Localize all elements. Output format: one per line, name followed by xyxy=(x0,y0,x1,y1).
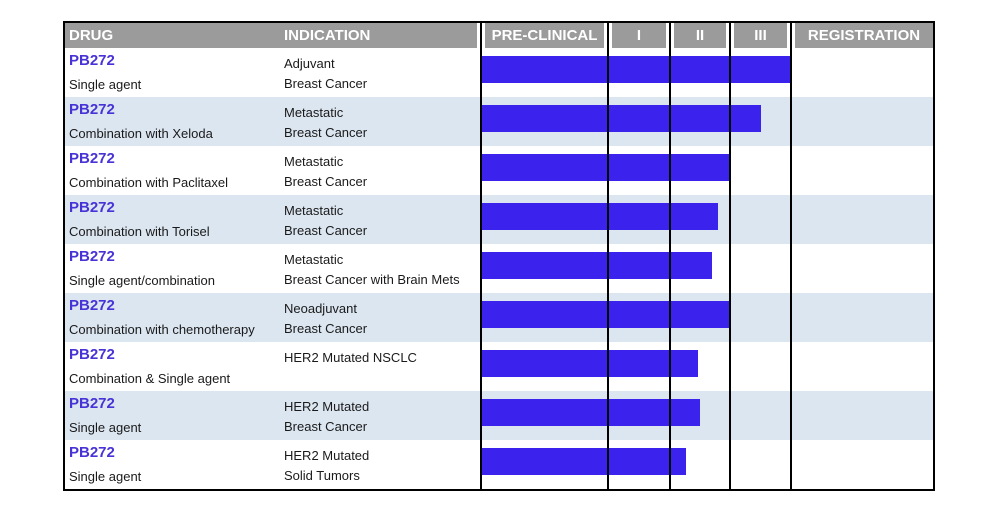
drug-name: PB272 xyxy=(69,346,115,363)
indication-line-2: Breast Cancer xyxy=(284,174,368,189)
drug-cell: PB272 Combination with Torisel xyxy=(69,195,279,244)
pipeline-row-her2-nsclc: PB272 Combination & Single agent HER2 Mu… xyxy=(65,342,933,391)
drug-regimen-label: Combination with chemotherapy xyxy=(69,322,255,337)
drug-regimen-label: Single agent xyxy=(69,77,142,92)
drug-regimen-label: Combination with Xeloda xyxy=(69,126,213,141)
phase-progress-bar xyxy=(482,56,791,83)
drug-regimen-label: Combination with Paclitaxel xyxy=(69,175,228,190)
indication-line-1: Metastatic xyxy=(284,203,344,218)
pipeline-row-metastatic-xeloda: PB272 Combination with Xeloda Metastatic… xyxy=(65,97,933,146)
phase-progress-bar xyxy=(482,252,712,279)
pipeline-row-adjuvant-breast-cancer: PB272 Single agent Adjuvant Breast Cance… xyxy=(65,48,933,97)
indication-cell: HER2 Mutated Breast Cancer xyxy=(284,391,480,440)
indication-line-1: Metastatic xyxy=(284,252,344,267)
phase-progress-bar xyxy=(482,350,699,377)
drug-regimen-label: Combination & Single agent xyxy=(69,371,231,386)
drug-cell: PB272 Single agent/combination xyxy=(69,244,279,293)
drug-name: PB272 xyxy=(69,52,115,69)
column-header-phase-1: I xyxy=(612,23,666,48)
pipeline-row-her2-solid-tumors: PB272 Single agent HER2 Mutated Solid Tu… xyxy=(65,440,933,489)
pipeline-table: DRUG INDICATION PRE-CLINICAL I II III RE… xyxy=(63,21,935,491)
drug-cell: PB272 Combination & Single agent xyxy=(69,342,279,391)
indication-cell: Neoadjuvant Breast Cancer xyxy=(284,293,480,342)
indication-cell: Metastatic Breast Cancer xyxy=(284,195,480,244)
header-cell-drug-indication: DRUG INDICATION xyxy=(65,23,477,48)
column-header-registration: REGISTRATION xyxy=(795,23,933,48)
drug-regimen-label: Single agent/combination xyxy=(69,273,215,288)
phase-progress-bar xyxy=(482,448,687,475)
indication-line-2: Breast Cancer xyxy=(284,76,368,91)
drug-name: PB272 xyxy=(69,150,115,167)
phase-progress-bar xyxy=(482,301,730,328)
drug-cell: PB272 Combination with chemotherapy xyxy=(69,293,279,342)
indication-line-1: HER2 Mutated xyxy=(284,399,370,414)
indication-line-2: Breast Cancer xyxy=(284,223,368,238)
indication-cell: Metastatic Breast Cancer xyxy=(284,97,480,146)
indication-line-2: Breast Cancer with Brain Mets xyxy=(284,272,460,287)
indication-line-2: Breast Cancer xyxy=(284,321,368,336)
indication-cell: HER2 Mutated NSCLC xyxy=(284,342,480,391)
pipeline-row-brain-mets: PB272 Single agent/combination Metastati… xyxy=(65,244,933,293)
pipeline-row-her2-mutated-breast: PB272 Single agent HER2 Mutated Breast C… xyxy=(65,391,933,440)
drug-name: PB272 xyxy=(69,297,115,314)
column-header-phase-2: II xyxy=(674,23,726,48)
drug-name: PB272 xyxy=(69,395,115,412)
drug-name: PB272 xyxy=(69,199,115,216)
drug-name: PB272 xyxy=(69,101,115,118)
phase-progress-bar xyxy=(482,203,718,230)
phase-progress-bar xyxy=(482,399,700,426)
drug-regimen-label: Single agent xyxy=(69,420,142,435)
indication-line-1: Neoadjuvant xyxy=(284,301,357,316)
indication-cell: HER2 Mutated Solid Tumors xyxy=(284,440,480,489)
drug-cell: PB272 Single agent xyxy=(69,391,279,440)
indication-cell: Metastatic Breast Cancer with Brain Mets xyxy=(284,244,480,293)
drug-cell: PB272 Combination with Paclitaxel xyxy=(69,146,279,195)
drug-cell: PB272 Single agent xyxy=(69,440,279,489)
indication-line-1: Metastatic xyxy=(284,154,344,169)
indication-line-1: Adjuvant xyxy=(284,56,335,71)
indication-line-2: Breast Cancer xyxy=(284,419,368,434)
pipeline-rows: PB272 Single agent Adjuvant Breast Cance… xyxy=(65,48,933,489)
pipeline-row-neoadjuvant: PB272 Combination with chemotherapy Neoa… xyxy=(65,293,933,342)
indication-line-1: HER2 Mutated xyxy=(284,448,370,463)
drug-cell: PB272 Single agent xyxy=(69,48,279,97)
phase-progress-bar xyxy=(482,105,761,132)
drug-regimen-label: Combination with Torisel xyxy=(69,224,210,239)
drug-cell: PB272 Combination with Xeloda xyxy=(69,97,279,146)
table-header-row: DRUG INDICATION PRE-CLINICAL I II III RE… xyxy=(65,23,933,48)
indication-line-1: HER2 Mutated NSCLC xyxy=(284,350,417,365)
column-header-drug: DRUG xyxy=(69,27,114,44)
indication-line-2: Breast Cancer xyxy=(284,125,368,140)
column-header-indication: INDICATION xyxy=(284,27,371,44)
indication-cell: Adjuvant Breast Cancer xyxy=(284,48,480,97)
drug-name: PB272 xyxy=(69,248,115,265)
indication-line-1: Metastatic xyxy=(284,105,344,120)
column-header-preclinical: PRE-CLINICAL xyxy=(485,23,604,48)
pipeline-row-metastatic-torisel: PB272 Combination with Torisel Metastati… xyxy=(65,195,933,244)
indication-line-2: Solid Tumors xyxy=(284,468,360,483)
phase-progress-bar xyxy=(482,154,730,181)
drug-name: PB272 xyxy=(69,444,115,461)
column-header-phase-3: III xyxy=(734,23,787,48)
indication-cell: Metastatic Breast Cancer xyxy=(284,146,480,195)
pipeline-row-metastatic-paclitaxel: PB272 Combination with Paclitaxel Metast… xyxy=(65,146,933,195)
drug-regimen-label: Single agent xyxy=(69,469,142,484)
